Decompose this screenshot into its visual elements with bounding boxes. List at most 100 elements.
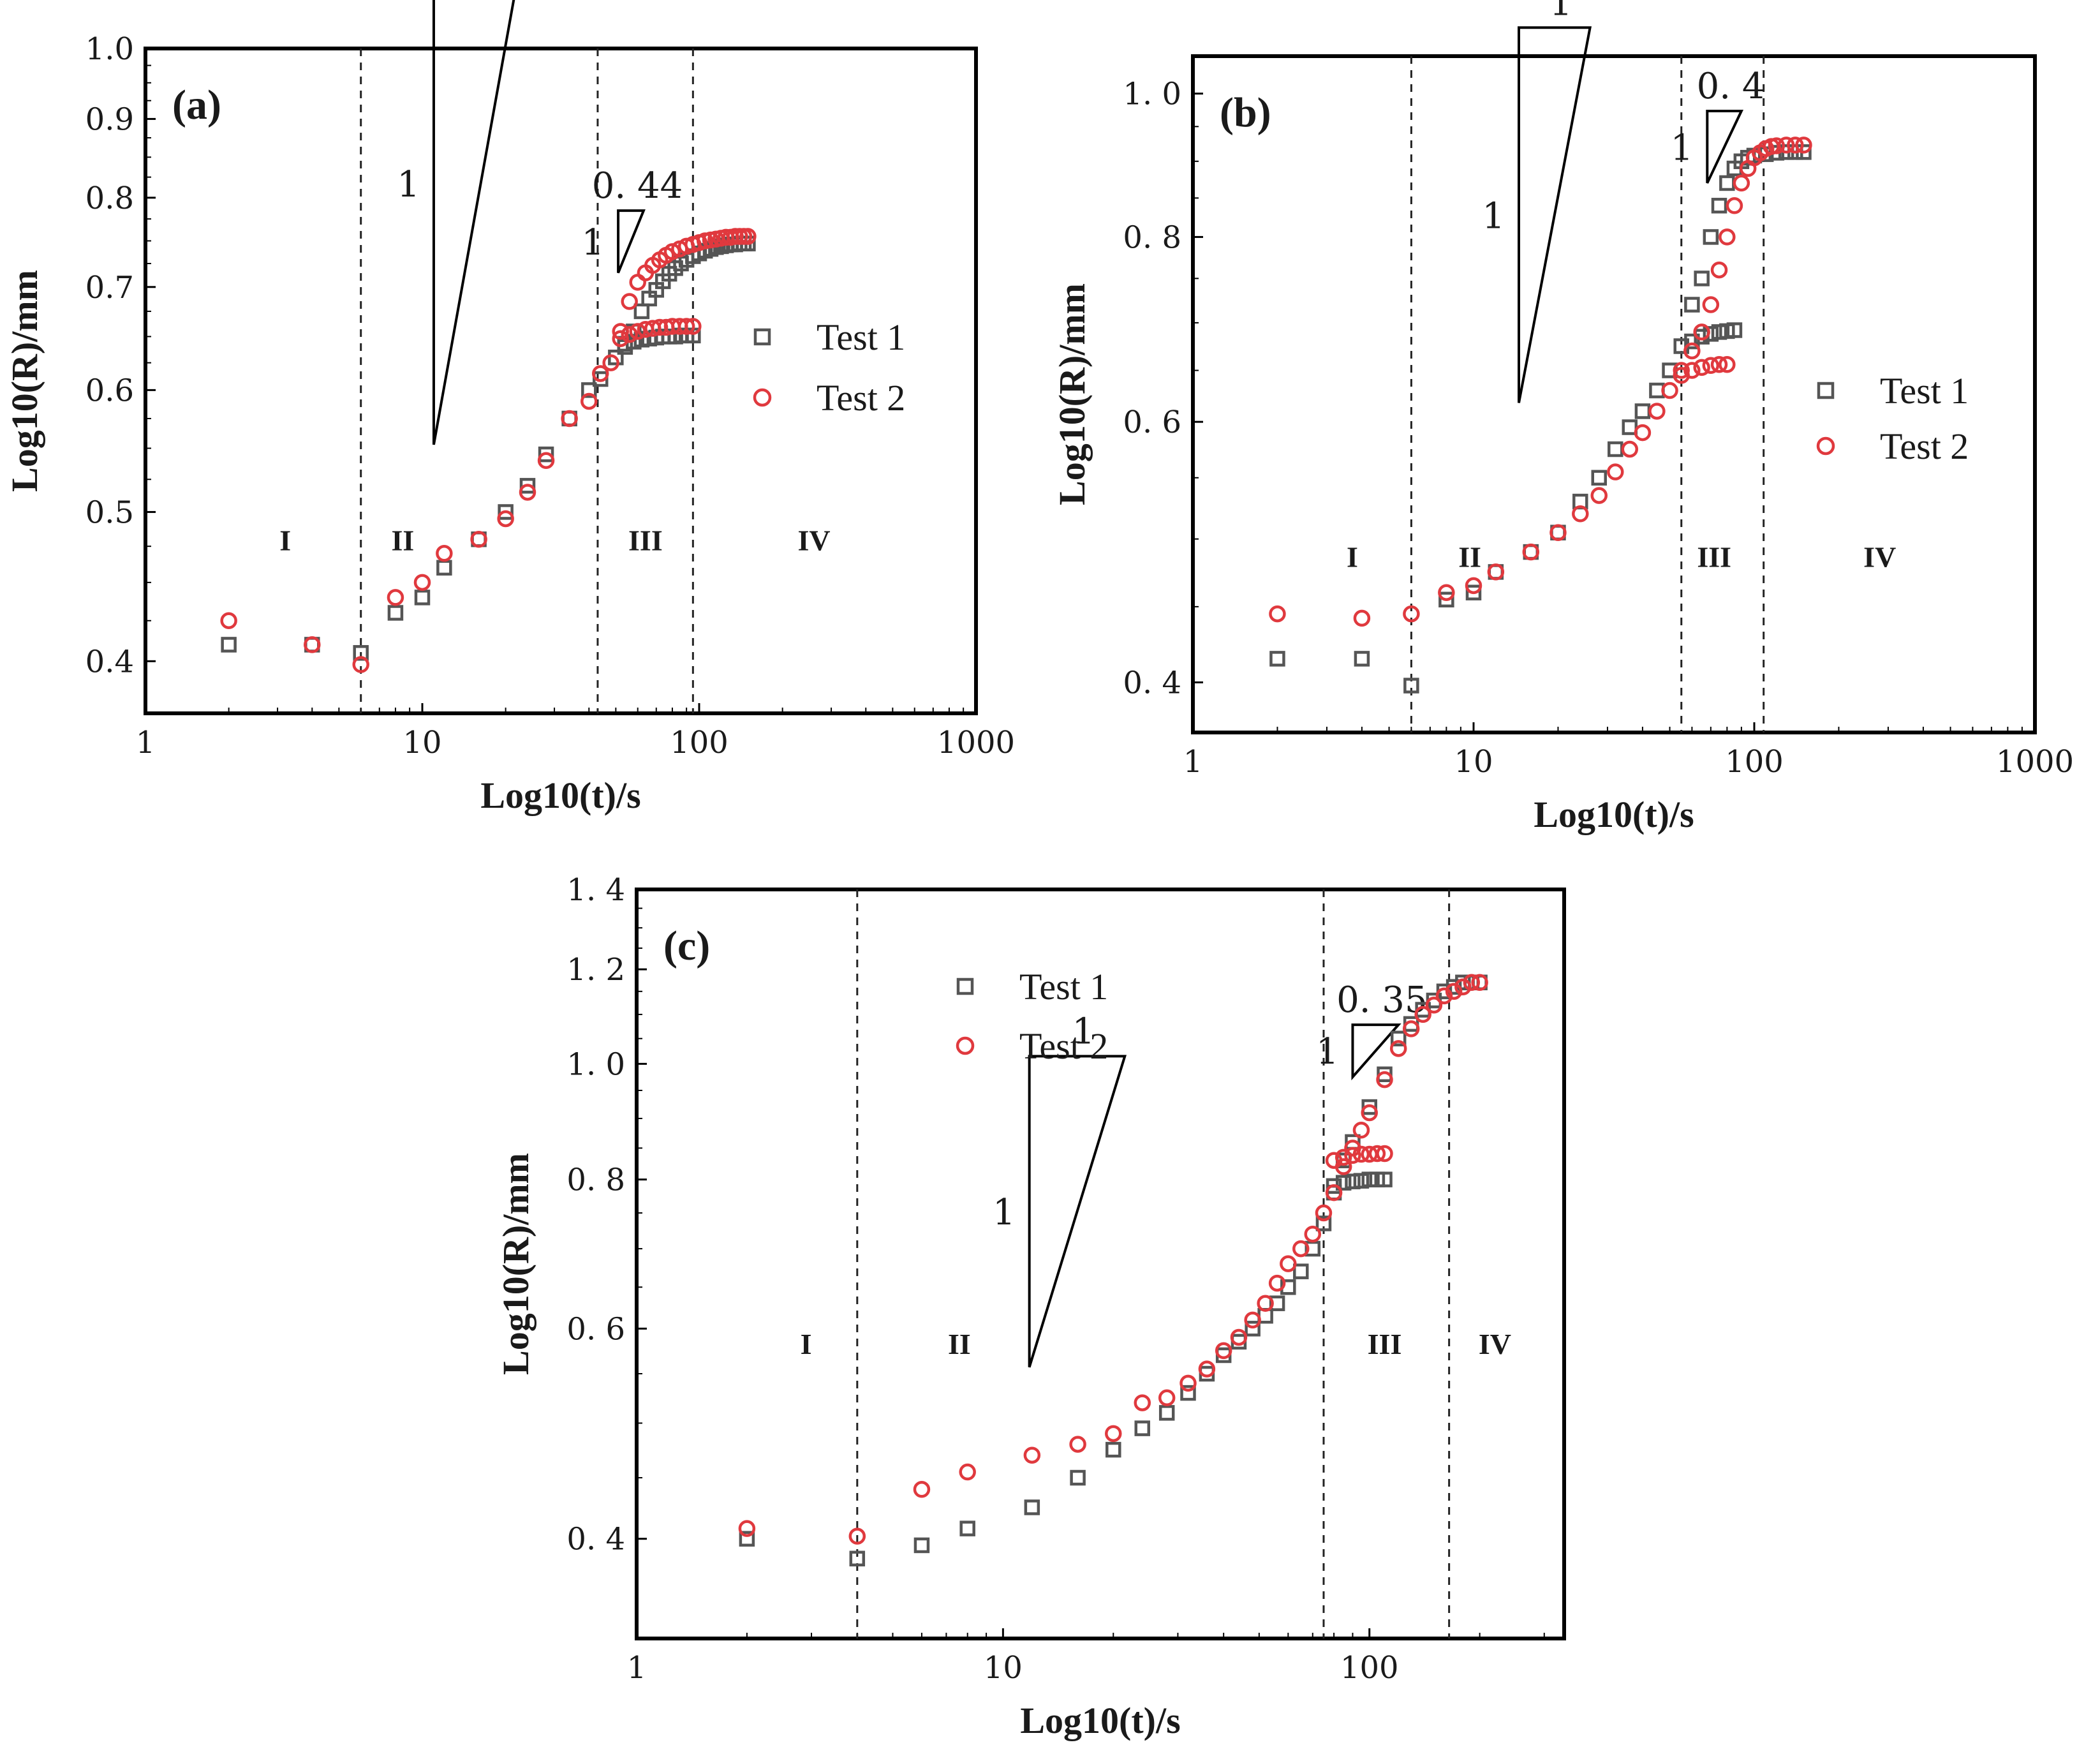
data-point — [387, 589, 404, 606]
data-point — [663, 243, 681, 260]
data-point — [1465, 577, 1483, 595]
data-point — [1454, 978, 1472, 996]
slope-rise-label: 1 — [1316, 1031, 1339, 1073]
data-point — [1777, 137, 1795, 154]
data-point — [1694, 271, 1710, 286]
data-point — [353, 645, 369, 661]
legend-entry: Test 2 — [817, 377, 905, 419]
slope-run-label: 0. 35 — [1336, 979, 1428, 1021]
data-point — [497, 510, 514, 528]
x-tick-label: 10 — [403, 725, 441, 761]
data-point — [1361, 1099, 1377, 1115]
data-point — [1376, 1071, 1393, 1089]
region-label-iii: III — [1697, 540, 1731, 573]
data-point — [677, 318, 695, 335]
slope-triangle — [1028, 1055, 1127, 1368]
region-label-iv: IV — [1479, 1328, 1511, 1360]
legend-marker-circle — [1816, 436, 1835, 456]
data-point — [629, 323, 646, 340]
plot-frame — [144, 47, 978, 715]
x-tick-label: 10 — [984, 1650, 1023, 1686]
plot-frame — [1191, 54, 2037, 734]
data-point — [633, 303, 650, 320]
panel-c: 1 10 100 0. 4 0. 6 0. 8 1. 0 1. 2 1. 4 Log10(t)/s… — [495, 872, 1566, 1741]
data-point — [1325, 1152, 1343, 1169]
data-point — [602, 354, 619, 371]
data-point — [1414, 1006, 1431, 1023]
data-point — [913, 1537, 930, 1554]
slope-rise-label: 1 — [993, 1192, 1016, 1233]
region-label-iii: III — [628, 524, 663, 557]
legend-marker-square — [956, 977, 974, 995]
slope-triangle — [1706, 110, 1744, 184]
data-point — [1403, 678, 1419, 694]
data-point — [498, 504, 514, 520]
y-axis-title: Log10(R)/mm — [4, 270, 45, 492]
y-tick-label: 0. 4 — [1123, 665, 1181, 701]
data-point — [1719, 175, 1735, 191]
data-point — [1158, 1405, 1175, 1421]
series-2 — [220, 228, 757, 673]
data-point — [537, 452, 555, 470]
data-point — [1134, 1394, 1151, 1411]
data-point — [1673, 362, 1690, 379]
data-point — [1179, 1374, 1197, 1392]
panel-b: 1 10 100 1000 0. 4 0. 6 0. 8 1. 0 Log10(t)/s Log1… — [1051, 0, 2074, 835]
y-tick-label: 0.6 — [85, 373, 134, 408]
data-point — [1024, 1499, 1040, 1515]
data-point — [1438, 591, 1454, 607]
data-point — [1269, 1295, 1285, 1311]
data-point — [1389, 1040, 1407, 1057]
legend-entry: Test 2 — [1019, 1025, 1108, 1067]
data-point — [1105, 1425, 1122, 1443]
region-label-i: I — [1347, 540, 1358, 573]
x-tick-label: 1 — [1183, 744, 1203, 780]
data-point — [1445, 983, 1463, 1000]
data-point — [1607, 463, 1624, 480]
data-point — [739, 228, 757, 245]
data-point — [1787, 137, 1804, 154]
data-point — [1438, 584, 1455, 601]
data-point — [1572, 505, 1589, 523]
data-point — [1335, 1175, 1352, 1191]
panel-label: (b) — [1220, 89, 1271, 136]
data-point — [1344, 1147, 1361, 1164]
data-point — [436, 545, 453, 562]
x-tick-label: 100 — [670, 725, 728, 761]
data-point — [1661, 382, 1678, 399]
region-label-i: I — [279, 524, 291, 557]
region-label-ii: II — [1458, 540, 1481, 573]
data-point — [1403, 605, 1420, 623]
y-axis-title: Log10(R)/mm — [495, 1153, 536, 1375]
series-2 — [738, 974, 1488, 1545]
data-point — [580, 392, 598, 410]
data-point — [1648, 403, 1666, 420]
data-point — [1702, 296, 1720, 313]
data-point — [1768, 137, 1786, 154]
slope-rise-label: 1 — [1671, 127, 1694, 168]
data-point — [221, 637, 237, 653]
data-point — [1703, 229, 1719, 245]
data-point — [1376, 1145, 1393, 1163]
region-label-iii: III — [1368, 1328, 1402, 1360]
data-point — [1471, 974, 1488, 992]
data-point — [629, 274, 646, 291]
slope-triangle — [1351, 1023, 1401, 1081]
series-2 — [1269, 137, 1812, 627]
data-point — [1733, 174, 1750, 192]
region-label-i: I — [801, 1328, 812, 1360]
data-point — [1023, 1446, 1041, 1464]
x-tick-label: 100 — [1340, 1650, 1399, 1686]
y-tick-label: 0. 8 — [566, 1163, 625, 1198]
data-point — [1634, 403, 1651, 419]
slope-triangle — [432, 0, 515, 445]
data-point — [1377, 1171, 1393, 1187]
data-point — [1684, 297, 1700, 313]
slope-triangle — [617, 209, 646, 274]
data-point — [1425, 997, 1443, 1014]
data-point — [684, 318, 702, 335]
data-point — [612, 323, 629, 340]
data-point — [1621, 440, 1639, 458]
y-tick-label: 0. 6 — [1123, 405, 1181, 440]
data-point — [621, 293, 638, 310]
